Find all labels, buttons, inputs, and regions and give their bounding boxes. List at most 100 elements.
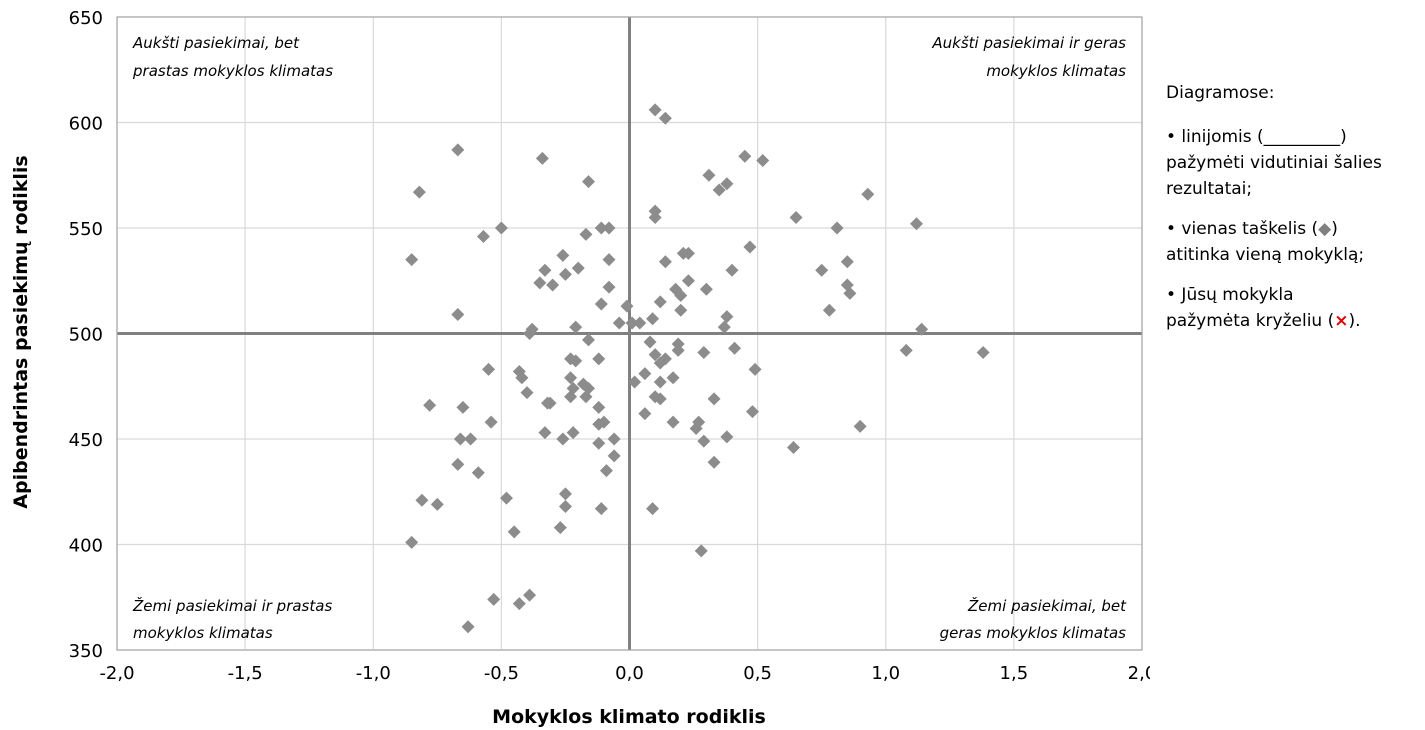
school-data-point xyxy=(654,376,667,389)
school-data-point xyxy=(600,464,613,477)
quadrant-label-line: mokyklos klimatas xyxy=(986,62,1126,80)
y-tick-label: 400 xyxy=(69,536,103,557)
school-data-point xyxy=(554,521,567,534)
x-tick-label: 1,0 xyxy=(871,663,900,684)
note-text: ). xyxy=(1348,311,1360,331)
x-tick-label: 1,5 xyxy=(1000,663,1029,684)
x-tick-label: -1,5 xyxy=(228,663,263,684)
school-data-point xyxy=(413,186,426,199)
quadrant-label-line: geras mokyklos klimatas xyxy=(940,624,1127,642)
school-data-point xyxy=(718,321,731,334)
note-text: • Jūsų mokykla xyxy=(1166,285,1294,305)
school-data-point xyxy=(431,498,444,511)
quadrant-label-line: Aukšti pasiekimai ir geras xyxy=(931,34,1126,52)
data-points xyxy=(405,103,989,633)
school-data-point xyxy=(462,620,475,633)
cross-icon: × xyxy=(1334,311,1348,331)
school-data-point xyxy=(595,502,608,515)
school-data-point xyxy=(456,401,469,414)
school-data-point xyxy=(405,253,418,266)
school-data-point xyxy=(487,593,500,606)
school-data-point xyxy=(720,430,733,443)
school-data-point xyxy=(702,169,715,182)
y-axis-title: Apibendrintas pasiekimų rodiklis xyxy=(10,155,32,508)
school-data-point xyxy=(608,449,621,462)
school-data-point xyxy=(841,255,854,268)
school-data-point xyxy=(595,297,608,310)
school-data-point xyxy=(544,397,557,410)
school-data-point xyxy=(572,262,585,275)
y-tick-label: 650 xyxy=(69,8,103,29)
school-data-point xyxy=(667,371,680,384)
chart-note-panel: Diagramose: • linijomis (_________) pažy… xyxy=(1166,80,1421,348)
school-data-point xyxy=(697,435,710,448)
quadrant-label-top-right: Aukšti pasiekimai ir geras mokyklos klim… xyxy=(931,34,1126,80)
school-data-point xyxy=(559,268,572,281)
school-data-point xyxy=(451,308,464,321)
quadrant-label-line: Žemi pasiekimai ir prastas xyxy=(132,596,332,615)
school-data-point xyxy=(523,589,536,602)
y-tick-label: 500 xyxy=(69,325,103,346)
note-item-lines: • linijomis (_________) pažymėti vidutin… xyxy=(1166,124,1421,202)
school-data-point xyxy=(638,367,651,380)
x-tick-label: -0,5 xyxy=(484,663,519,684)
quadrant-label-bottom-left: Žemi pasiekimai ir prastas mokyklos klim… xyxy=(132,596,332,642)
school-data-point xyxy=(423,399,436,412)
school-data-point xyxy=(815,264,828,277)
reference-lines xyxy=(117,17,1142,650)
school-data-point xyxy=(603,281,616,294)
school-data-point xyxy=(854,420,867,433)
note-text: ) xyxy=(1331,219,1338,239)
school-data-point xyxy=(738,150,751,163)
y-tick-label: 600 xyxy=(69,114,103,135)
note-item-school: • Jūsų mokykla pažymėta kryželiu (×). xyxy=(1166,282,1421,334)
school-data-point xyxy=(405,536,418,549)
school-data-point xyxy=(620,300,633,313)
school-data-point xyxy=(659,255,672,268)
school-data-point xyxy=(559,487,572,500)
note-title: Diagramose: xyxy=(1166,80,1421,106)
note-item-point: • vienas taškelis (◆) atitinka vieną mok… xyxy=(1166,216,1421,268)
school-data-point xyxy=(743,240,756,253)
note-text: atitinka vieną mokyklą; xyxy=(1166,245,1364,265)
school-data-point xyxy=(900,344,913,357)
school-data-point xyxy=(831,222,844,235)
x-tick-label: 0,0 xyxy=(615,663,644,684)
school-data-point xyxy=(482,363,495,376)
school-data-point xyxy=(603,253,616,266)
school-data-point xyxy=(649,103,662,116)
school-data-point xyxy=(582,175,595,188)
school-data-point xyxy=(720,310,733,323)
school-data-point xyxy=(556,433,569,446)
school-data-point xyxy=(592,352,605,365)
school-data-point xyxy=(415,494,428,507)
quadrant-label-line: mokyklos klimatas xyxy=(133,624,273,642)
y-tick-label: 350 xyxy=(69,641,103,662)
note-text: pažymėta kryželiu ( xyxy=(1166,311,1334,331)
diamond-icon: ◆ xyxy=(1318,219,1331,239)
school-data-point xyxy=(533,276,546,289)
school-data-point xyxy=(485,416,498,429)
school-data-point xyxy=(787,441,800,454)
quadrant-label-top-left: Aukšti pasiekimai, bet prastas mokyklos … xyxy=(132,34,333,80)
school-data-point xyxy=(697,346,710,359)
note-text: pažymėti vidutiniai šalies rezultatai; xyxy=(1166,153,1382,199)
y-tick-label: 450 xyxy=(69,430,103,451)
school-data-point xyxy=(726,264,739,277)
school-data-point xyxy=(708,456,721,469)
school-data-point xyxy=(556,249,569,262)
school-data-point xyxy=(695,544,708,557)
x-tick-label: -1,0 xyxy=(356,663,391,684)
quadrant-label-line: prastas mokyklos klimatas xyxy=(132,62,333,80)
note-text: • linijomis (_________) xyxy=(1166,127,1347,147)
school-data-point xyxy=(613,316,626,329)
school-data-point xyxy=(451,143,464,156)
school-data-point xyxy=(608,433,621,446)
school-data-point xyxy=(644,335,657,348)
school-data-point xyxy=(538,264,551,277)
school-data-point xyxy=(579,228,592,241)
scatter-chart: -2,0 -1,5 -1,0 -0,5 0,0 0,5 1,0 1,5 2,0 350 400 45… xyxy=(0,0,1150,730)
school-data-point xyxy=(564,371,577,384)
school-data-point xyxy=(546,278,559,291)
note-text: • vienas taškelis ( xyxy=(1166,219,1318,239)
